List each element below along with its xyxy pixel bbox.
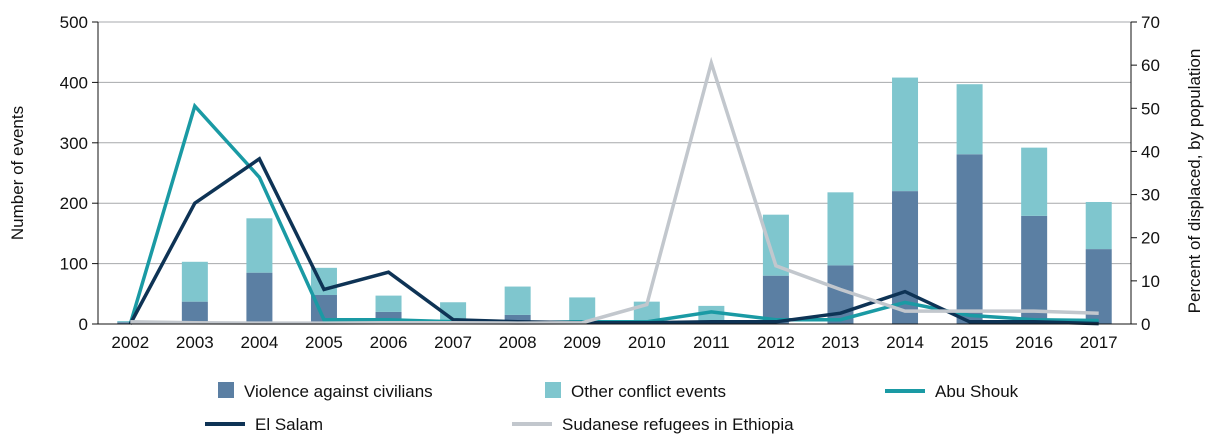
bar-other-2008 [504, 286, 531, 315]
x-tick-label: 2011 [693, 333, 730, 352]
bar-violence-2015 [956, 154, 983, 324]
y-right-tick-label: 40 [1141, 142, 1160, 161]
legend-label-abu-shouk: Abu Shouk [935, 382, 1019, 401]
y-left-tick-label: 300 [60, 134, 88, 153]
axes: 0 100 200 300 400 500 0 10 20 30 40 50 60 70 2002 2003 2… [8, 13, 1204, 352]
bar-violence-2008 [504, 314, 531, 324]
x-tick-label: 2002 [111, 333, 149, 352]
legend-item-el-salam: El Salam [205, 415, 323, 434]
bar-other-2017 [1085, 201, 1112, 250]
bar-other-2016 [1021, 147, 1048, 216]
legend-item-other-conflict-events: Other conflict events [545, 382, 726, 401]
x-tick-label: 2008 [499, 333, 537, 352]
legend-swatch-other-conflict-events [545, 382, 561, 398]
x-tick-label: 2014 [886, 333, 924, 352]
x-tick-label: 2015 [951, 333, 989, 352]
x-tick-label: 2012 [757, 333, 795, 352]
y-right-tick-label: 50 [1141, 99, 1160, 118]
y-right-tick-label: 10 [1141, 272, 1160, 291]
bar-other-2013 [827, 192, 854, 266]
x-tick-label: 2006 [370, 333, 408, 352]
legend-item-violence-against-civilians: Violence against civilians [218, 382, 433, 401]
legend-label-el-salam: El Salam [255, 415, 323, 434]
y-axis-right-title: Percent of displaced, by population [1185, 49, 1204, 314]
line-el-salam [128, 156, 1099, 326]
bar-violence-2003 [181, 301, 208, 324]
y-right-tick-label: 0 [1141, 315, 1150, 334]
bar-violence-2016 [1021, 215, 1048, 324]
x-tick-label: 2013 [822, 333, 860, 352]
bar-other-2006 [375, 295, 402, 312]
x-tick-label: 2017 [1080, 333, 1118, 352]
legend-label-violence-against-civilians: Violence against civilians [244, 382, 433, 401]
x-tick-label: 2009 [563, 333, 601, 352]
y-axis-left-title: Number of events [8, 106, 27, 240]
y-left-tick-label: 500 [60, 13, 88, 32]
bar-other-2004 [246, 218, 273, 273]
bar-other-2011 [698, 305, 725, 323]
legend-swatch-violence-against-civilians [218, 382, 234, 398]
y-left-tick-label: 200 [60, 194, 88, 213]
y-right-tick-label: 70 [1141, 13, 1160, 32]
x-tick-label: 2010 [628, 333, 666, 352]
bar-violence-2004 [246, 272, 273, 324]
y-right-tick-label: 20 [1141, 229, 1160, 248]
legend-label-sudanese-refugees-in-ethiopia: Sudanese refugees in Ethiopia [562, 415, 794, 434]
legend-label-other-conflict-events: Other conflict events [571, 382, 726, 401]
y-right-tick-label: 30 [1141, 186, 1160, 205]
bars [117, 77, 1112, 324]
x-tick-label: 2005 [305, 333, 343, 352]
line-abu-shouk [128, 102, 1099, 325]
x-tick-label: 2007 [434, 333, 472, 352]
x-tick-label: 2004 [240, 333, 278, 352]
y-left-tick-label: 0 [79, 315, 88, 334]
bar-other-2007 [440, 302, 467, 323]
bar-violence-2012 [762, 275, 789, 324]
x-tick-label: 2003 [176, 333, 214, 352]
bar-other-2003 [181, 261, 208, 302]
y-left-tick-label: 400 [60, 73, 88, 92]
y-right-tick-label: 60 [1141, 56, 1160, 75]
x-tick-label: 2016 [1015, 333, 1053, 352]
legend: Violence against civilians Other conflict… [205, 382, 1019, 434]
bar-other-2015 [956, 84, 983, 155]
line-sudanese-refugees-in-ethiopia [130, 56, 1099, 325]
bar-other-2014 [892, 77, 919, 192]
legend-item-abu-shouk: Abu Shouk [885, 382, 1019, 401]
legend-item-sudanese-refugees-in-ethiopia: Sudanese refugees in Ethiopia [512, 415, 794, 434]
y-left-tick-label: 100 [60, 255, 88, 274]
series-lines [128, 56, 1099, 326]
